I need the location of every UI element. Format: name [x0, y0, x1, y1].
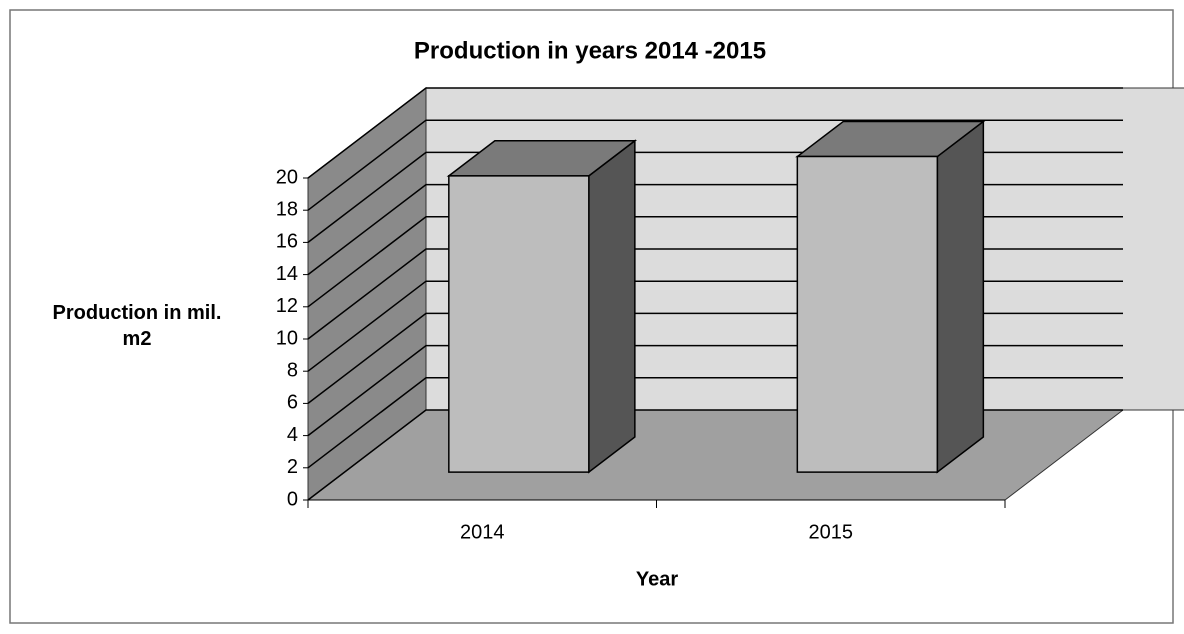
- y-tick-label: 4: [287, 424, 298, 446]
- y-tick-label: 20: [276, 166, 298, 188]
- bar-side: [588, 139, 636, 474]
- x-tick-label: 2015: [809, 521, 854, 543]
- y-tick-label: 12: [276, 295, 298, 317]
- y-tick-label: 8: [287, 359, 298, 381]
- y-tick-label: 16: [276, 231, 298, 253]
- y-tick-label: 10: [276, 327, 298, 349]
- y-tick-label: 6: [287, 392, 298, 414]
- chart-title: Production in years 2014 -2015: [414, 37, 766, 64]
- bar-side: [936, 119, 985, 474]
- grid-line: [307, 119, 1123, 211]
- y-tick-label: 2: [287, 456, 298, 478]
- x-tick-label: 2014: [460, 521, 505, 543]
- y-axis-title: Production in mil. m2: [52, 302, 222, 350]
- y-tick-label: 18: [276, 198, 298, 220]
- floor: [306, 409, 1125, 501]
- y-tick-label: 14: [276, 263, 298, 285]
- y-tick-label: 0: [287, 488, 298, 510]
- grid-line: [307, 87, 1123, 179]
- bar: [448, 175, 590, 473]
- x-axis-title: Year: [636, 568, 678, 590]
- bar: [796, 155, 939, 473]
